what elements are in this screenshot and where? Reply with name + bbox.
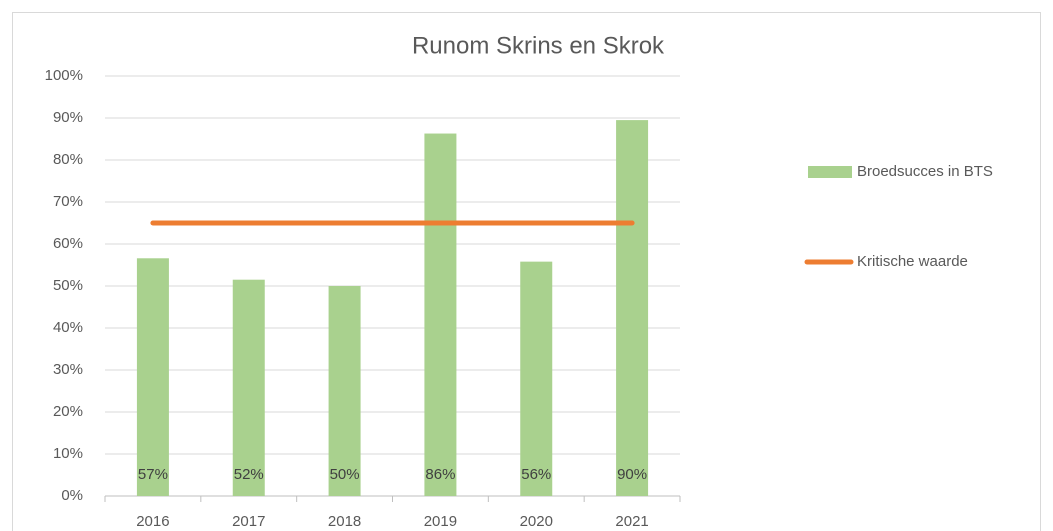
y-tick-label: 60% bbox=[53, 235, 83, 252]
data-label: 86% bbox=[425, 466, 455, 483]
x-tick-label: 2017 bbox=[232, 513, 265, 530]
bar bbox=[136, 258, 169, 496]
y-tick-label: 10% bbox=[53, 445, 83, 462]
data-label: 50% bbox=[330, 466, 360, 483]
bar bbox=[520, 261, 553, 496]
x-tick-label: 2020 bbox=[520, 513, 553, 530]
chart-title: Runom Skrins en Skrok bbox=[412, 32, 665, 59]
chart-border bbox=[12, 12, 1041, 531]
y-tick-label: 90% bbox=[53, 109, 83, 126]
y-tick-label: 40% bbox=[53, 319, 83, 336]
bar bbox=[328, 286, 361, 496]
data-label: 56% bbox=[521, 466, 551, 483]
x-tick-label: 2018 bbox=[328, 513, 361, 530]
legend-label: Kritische waarde bbox=[857, 253, 968, 270]
y-tick-label: 30% bbox=[53, 361, 83, 378]
y-tick-label: 100% bbox=[45, 67, 83, 84]
legend-swatch bbox=[808, 166, 852, 178]
bar bbox=[616, 120, 649, 496]
bar bbox=[424, 133, 457, 497]
x-tick-label: 2016 bbox=[136, 513, 169, 530]
y-tick-label: 50% bbox=[53, 277, 83, 294]
x-tick-label: 2021 bbox=[615, 513, 648, 530]
data-label: 52% bbox=[234, 466, 264, 483]
y-tick-label: 20% bbox=[53, 403, 83, 420]
data-label: 90% bbox=[617, 466, 647, 483]
y-tick-label: 70% bbox=[53, 193, 83, 210]
y-tick-label: 80% bbox=[53, 151, 83, 168]
x-tick-label: 2019 bbox=[424, 513, 457, 530]
y-tick-label: 0% bbox=[61, 487, 83, 504]
data-label: 57% bbox=[138, 466, 168, 483]
legend-label: Broedsucces in BTS bbox=[857, 163, 993, 180]
bar bbox=[232, 279, 265, 496]
